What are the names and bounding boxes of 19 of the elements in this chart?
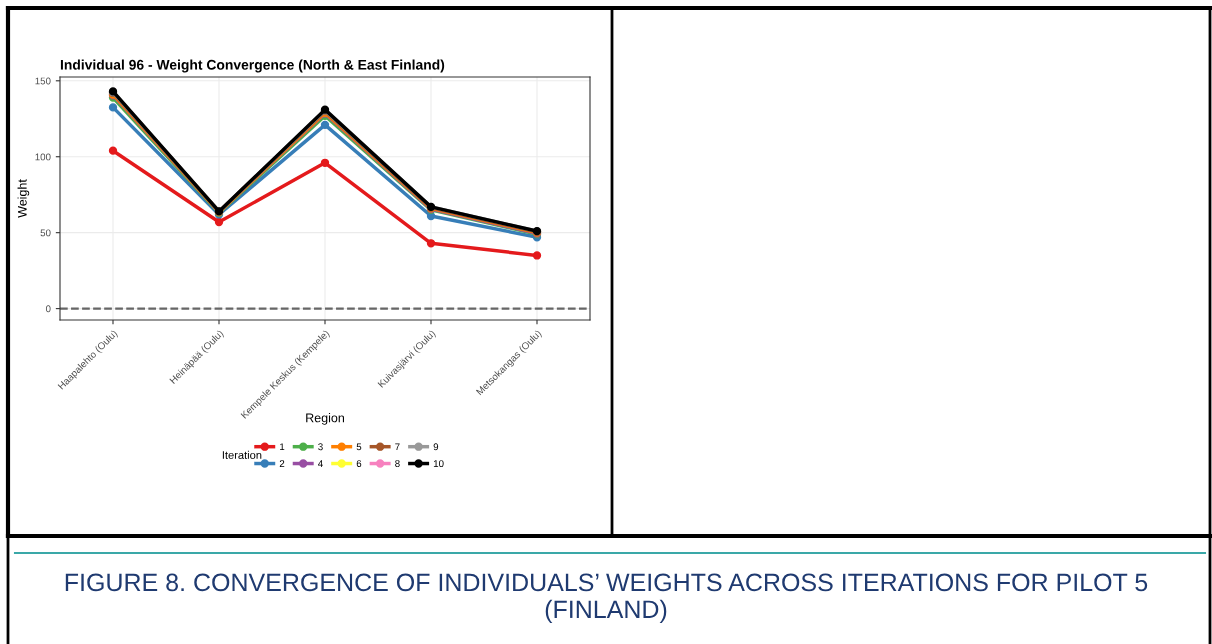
y-tick-label: 150 — [35, 77, 51, 85]
legend-title: Iteration — [222, 450, 262, 459]
legend-label: 5 — [356, 443, 362, 451]
y-tick-label: 50 — [40, 229, 51, 237]
legend-label: 8 — [395, 460, 400, 468]
y-axis-title: Weight — [17, 179, 30, 218]
legend-label: 7 — [395, 443, 400, 451]
caption: FIGURE 8. CONVERGENCE OF INDIVIDUALS’ WEIGHTS ACROSS ITERATIONS FOR PILOT 5 (FINLAND) — [65, 573, 1148, 624]
x-axis-title: Region — [306, 413, 344, 425]
legend-label: 1 — [280, 443, 285, 451]
legend-label: 9 — [433, 443, 439, 451]
y-tick-label: 100 — [35, 153, 51, 161]
legend-label: 10 — [433, 460, 444, 468]
chart-title: Individual 96 - Weight Convergence (North & East Finland) — [60, 59, 445, 73]
legend-label: 6 — [356, 460, 362, 468]
legend-label: 3 — [318, 443, 323, 451]
y-tick-label: 0 — [45, 305, 51, 313]
legend-label: 4 — [318, 460, 323, 467]
legend-label: 2 — [279, 460, 285, 467]
